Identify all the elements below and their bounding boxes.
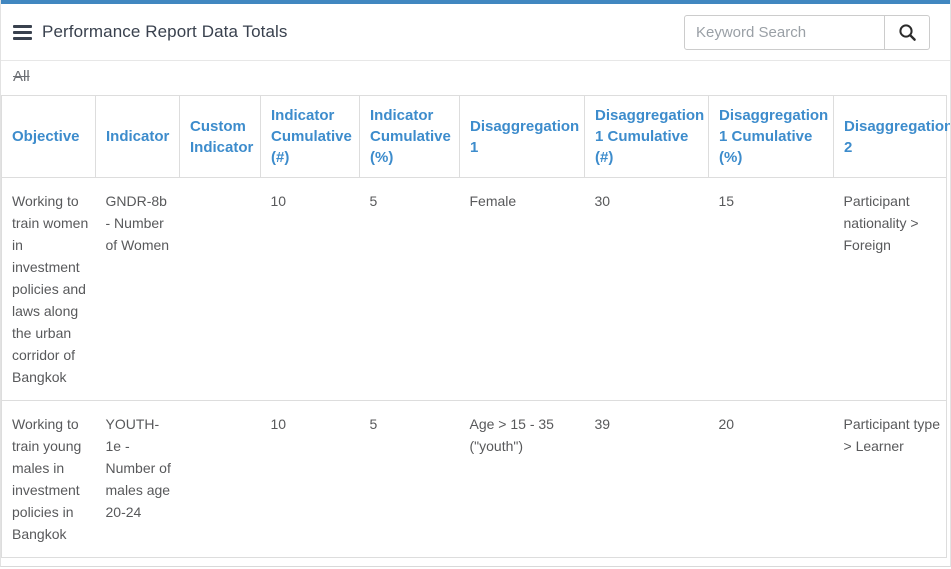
search-icon (898, 23, 917, 42)
table-row: Working to train women in investment pol… (1, 177, 947, 401)
cell-disaggregation-1-cumulative-count: 39 (584, 400, 709, 558)
column-header-disaggregation-1[interactable]: Disaggregation 1 (459, 95, 585, 178)
column-header-indicator[interactable]: Indicator (95, 95, 180, 178)
performance-report-table: Objective Indicator Custom Indicator Ind… (1, 95, 950, 558)
cell-disaggregation-1-cumulative-percent: 15 (708, 177, 834, 401)
search-group (684, 14, 930, 50)
cell-disaggregation-1-cumulative-percent: 20 (708, 400, 834, 558)
column-header-indicator-cumulative-count[interactable]: Indicator Cumulative (#) (260, 95, 360, 178)
column-header-disaggregation-1-cumulative-count[interactable]: Disaggregation 1 Cumulative (#) (584, 95, 709, 178)
table-row: Working to train young males in investme… (1, 400, 947, 558)
cell-indicator: GNDR-8b - Number of Women (95, 177, 180, 401)
column-header-custom-indicator[interactable]: Custom Indicator (179, 95, 261, 178)
hamburger-menu-icon[interactable] (13, 23, 32, 42)
cell-indicator-cumulative-percent: 5 (359, 177, 460, 401)
column-header-disaggregation-1-cumulative-percent[interactable]: Disaggregation 1 Cumulative (%) (708, 95, 834, 178)
cell-indicator: YOUTH-1e - Number of males age 20-24 (95, 400, 180, 558)
table-header-row: Objective Indicator Custom Indicator Ind… (1, 95, 950, 178)
cell-disaggregation-1: Age > 15 - 35 ("youth") (459, 400, 585, 558)
cell-disaggregation-2: Participant type > Learner (833, 400, 947, 558)
search-button[interactable] (884, 14, 930, 50)
top-accent-strip (1, 0, 950, 4)
column-header-objective[interactable]: Objective (1, 95, 96, 178)
cell-indicator-cumulative-count: 10 (260, 400, 360, 558)
app-header: Performance Report Data Totals (1, 4, 950, 61)
column-header-disaggregation-2[interactable]: Disaggregation 2 (833, 95, 950, 178)
cell-indicator-cumulative-count: 10 (260, 177, 360, 401)
cell-objective: Working to train young males in investme… (1, 400, 96, 558)
column-header-indicator-cumulative-percent[interactable]: Indicator Cumulative (%) (359, 95, 460, 178)
cell-custom-indicator (179, 400, 261, 558)
cell-disaggregation-2: Participant nationality > Foreign (833, 177, 947, 401)
cell-indicator-cumulative-percent: 5 (359, 400, 460, 558)
cell-disaggregation-1: Female (459, 177, 585, 401)
page-title: Performance Report Data Totals (42, 22, 288, 41)
cell-custom-indicator (179, 177, 261, 401)
filter-bar: All (1, 61, 950, 95)
cell-objective: Working to train women in investment pol… (1, 177, 96, 401)
cell-disaggregation-1-cumulative-count: 30 (584, 177, 709, 401)
search-input[interactable] (684, 14, 885, 50)
filter-all-link[interactable]: All (13, 68, 30, 85)
